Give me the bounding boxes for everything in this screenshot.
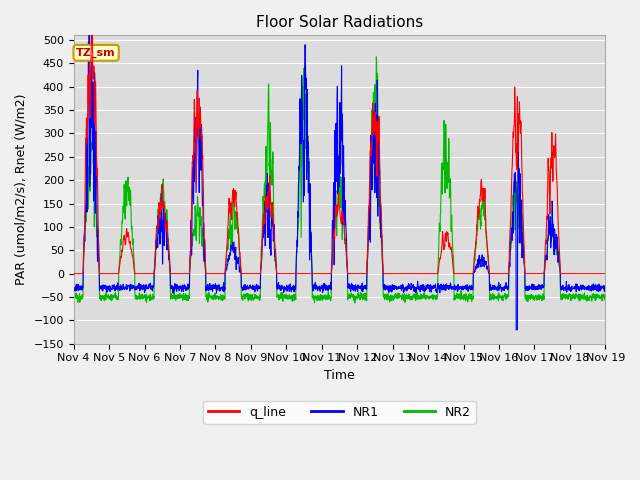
NR2 bbox=[218, 296, 226, 302]
X-axis label: Time: Time bbox=[324, 369, 355, 382]
NR1 bbox=[602, 284, 609, 289]
NR2 bbox=[570, 291, 577, 297]
NR1 bbox=[555, 256, 563, 262]
NR2 bbox=[355, 294, 363, 300]
NR2 bbox=[494, 295, 502, 300]
NR2 bbox=[351, 300, 358, 306]
NR2 bbox=[372, 54, 380, 60]
NR2 bbox=[555, 259, 563, 265]
Y-axis label: PAR (umol/m2/s), Rnet (W/m2): PAR (umol/m2/s), Rnet (W/m2) bbox=[15, 94, 28, 285]
NR1 bbox=[494, 284, 502, 289]
q_line bbox=[367, 148, 374, 154]
q_line bbox=[602, 271, 609, 276]
Legend: q_line, NR1, NR2: q_line, NR1, NR2 bbox=[203, 401, 476, 424]
q_line bbox=[555, 228, 563, 233]
Line: NR1: NR1 bbox=[74, 0, 605, 330]
Line: NR2: NR2 bbox=[74, 57, 605, 303]
q_line bbox=[88, 4, 96, 10]
NR2 bbox=[367, 176, 374, 182]
NR2 bbox=[602, 295, 609, 300]
q_line bbox=[494, 271, 502, 276]
NR1 bbox=[570, 285, 577, 291]
NR1 bbox=[367, 240, 374, 245]
q_line bbox=[70, 271, 77, 276]
q_line bbox=[355, 271, 363, 276]
NR1 bbox=[218, 286, 226, 291]
q_line bbox=[570, 271, 577, 276]
NR2 bbox=[70, 294, 77, 300]
NR1 bbox=[513, 327, 520, 333]
NR1 bbox=[70, 287, 77, 293]
NR1 bbox=[355, 284, 363, 289]
q_line bbox=[218, 271, 226, 276]
Line: q_line: q_line bbox=[74, 7, 605, 274]
Text: TZ_sm: TZ_sm bbox=[76, 48, 116, 58]
Title: Floor Solar Radiations: Floor Solar Radiations bbox=[256, 15, 423, 30]
